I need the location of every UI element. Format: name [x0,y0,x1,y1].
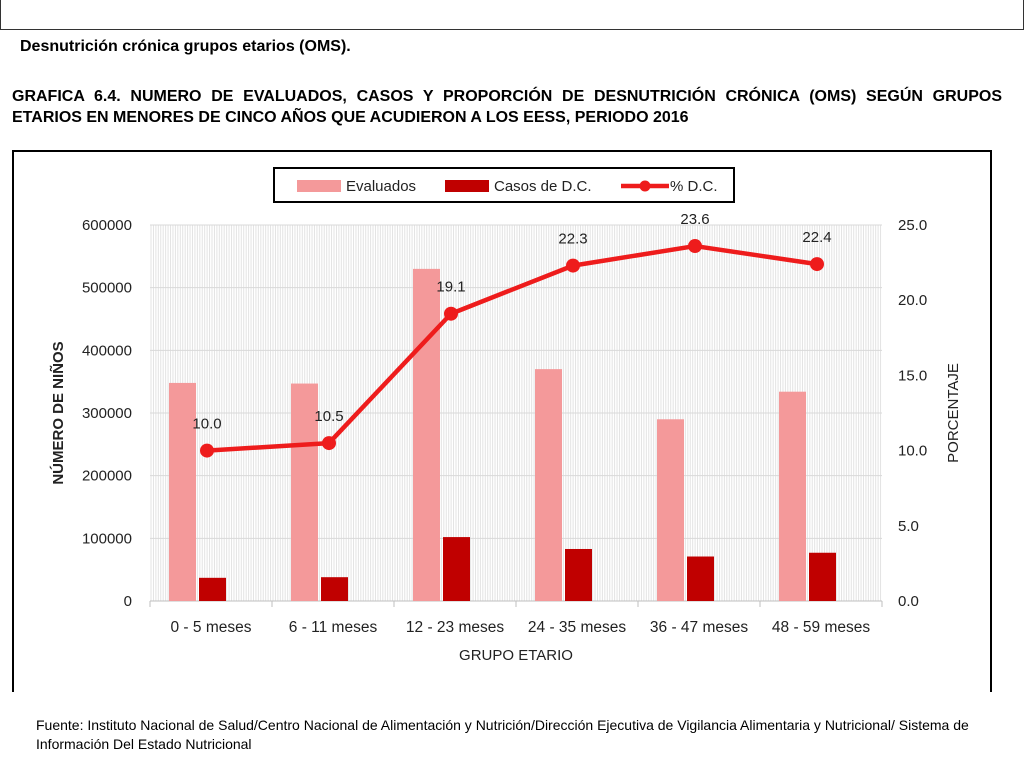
bar-evaluados [169,382,196,601]
bar-casos [565,548,592,601]
y2-tick-label: 0.0 [898,593,919,610]
chart-svg: 10.0 10.5 19.1 22.3 23.6 22.4 0 100000 200000 300… [49,167,962,664]
line-pct-dc [206,243,818,453]
x-tick-label: 0 - 5 meses [171,619,252,636]
x-axis-title: GRUPO ETARIO [459,647,573,664]
data-label: 22.3 [558,231,587,248]
x-tick-label: 6 - 11 meses [289,619,378,636]
y-axis-title: NÚMERO DE NIÑOS [49,341,67,484]
y2-axis-title: PORCENTAJE [945,363,962,463]
line-point [322,436,336,451]
legend-label: % D.C. [670,178,718,195]
y-tick-label: 200000 [82,468,132,485]
legend-swatch-casos [445,180,489,192]
top-frame-edge [0,0,1024,30]
y-tick-label: 500000 [82,280,132,297]
data-label: 22.4 [802,229,831,246]
bar-evaluados [291,383,318,601]
line-point [200,443,214,458]
bar-casos [321,577,348,601]
chart-frame: 10.0 10.5 19.1 22.3 23.6 22.4 0 100000 200000 300… [12,150,992,692]
section-title: Desnutrición crónica grupos etarios (OMS… [20,38,351,55]
y-tick-label: 600000 [82,217,132,234]
bar-casos [199,577,226,601]
y-tick-label: 100000 [82,530,132,547]
y2-tick-label: 15.0 [898,367,927,384]
bar-evaluados [779,391,806,601]
bar-evaluados [413,268,440,601]
y2-tick-label: 25.0 [898,217,927,234]
y2-tick-label: 20.0 [898,292,927,309]
x-tick-label: 12 - 23 meses [406,619,504,636]
line-point [566,258,580,273]
bar-evaluados [535,369,562,601]
bar-casos [443,537,470,601]
bar-evaluados [657,419,684,601]
legend-swatch-marker [639,180,651,192]
line-point [444,306,458,321]
data-label: 10.0 [192,416,221,433]
source-note: Fuente: Instituto Nacional de Salud/Cent… [36,717,969,752]
bar-casos [687,556,714,601]
graph-title: GRAFICA 6.4. NUMERO DE EVALUADOS, CASOS … [12,88,1002,126]
y-tick-label: 0 [124,593,132,610]
x-tick-label: 36 - 47 meses [650,619,748,636]
x-tick-label: 48 - 59 meses [772,619,870,636]
legend-label: Evaluados [346,178,416,195]
bar-casos [809,552,836,601]
line-point [810,257,824,272]
data-label: 23.6 [680,211,709,228]
x-tick-label: 24 - 35 meses [528,619,626,636]
y2-tick-label: 5.0 [898,518,919,535]
y2-tick-label: 10.0 [898,443,927,460]
y-tick-label: 400000 [82,342,132,359]
data-label: 19.1 [436,279,465,296]
line-point [688,239,702,254]
data-label: 10.5 [314,408,343,425]
y-tick-label: 300000 [82,405,132,422]
legend-swatch-evaluados [297,180,341,192]
legend-label: Casos de D.C. [494,178,592,195]
